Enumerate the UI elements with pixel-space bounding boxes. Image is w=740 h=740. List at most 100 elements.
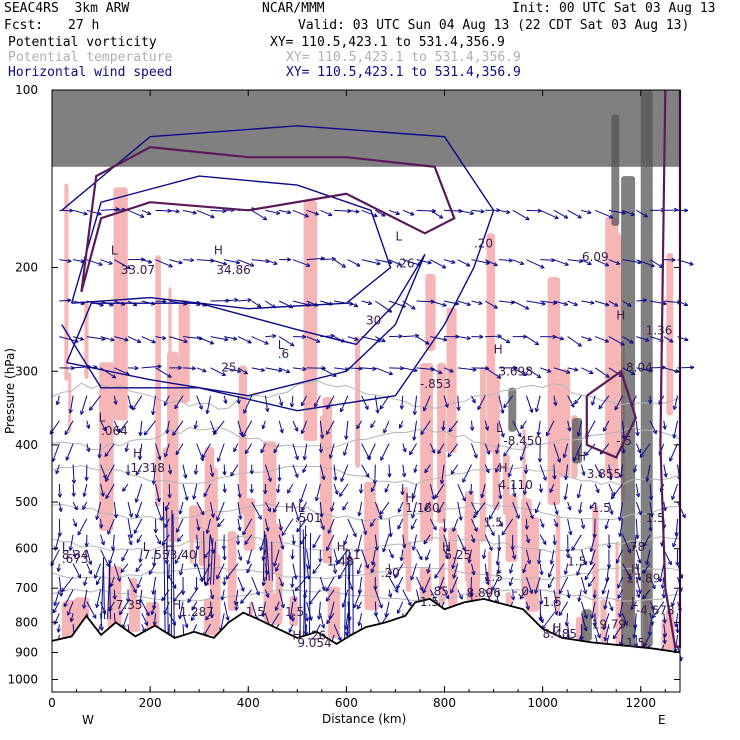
- wind-vector: [330, 501, 335, 512]
- wind-vector-head: [571, 546, 576, 551]
- wind-vector: [353, 589, 363, 609]
- wind-vector-head: [133, 529, 138, 534]
- pv-fill-patch: [505, 592, 512, 605]
- wind-vector-head: [554, 522, 559, 528]
- wind-vector-head: [138, 558, 143, 563]
- x-axis-label: Distance (km): [322, 712, 407, 726]
- y-tick-label: 700: [15, 581, 38, 595]
- wind-vector: [541, 612, 555, 630]
- wind-vector: [503, 395, 514, 409]
- wind-vector-head: [563, 495, 568, 501]
- wind-vector-head: [292, 597, 297, 602]
- wind-vector-head: [290, 583, 295, 588]
- wind-vector: [608, 464, 612, 481]
- wind-vector-head: [315, 338, 321, 343]
- contour-label: 3.855: [587, 467, 621, 481]
- pv-fill-patch: [547, 277, 561, 505]
- wind-vector: [83, 483, 88, 497]
- wind-vector-head: [513, 365, 518, 371]
- wind-vector: [302, 464, 308, 473]
- wind-vector-head: [650, 263, 655, 268]
- wind-vector: [262, 420, 266, 430]
- wind-vector: [301, 501, 308, 512]
- wind-vector: [400, 549, 404, 561]
- wind-vector-head: [167, 470, 173, 475]
- wind-vector: [488, 501, 500, 520]
- wind-vector-head: [565, 554, 571, 559]
- wind-vector: [190, 612, 198, 621]
- wind-vector-head: [294, 586, 300, 592]
- wind-vector-head: [237, 526, 242, 532]
- wind-vector: [622, 613, 628, 626]
- wind-vector-head: [260, 367, 265, 373]
- wind-vector: [80, 395, 88, 415]
- wind-vector-head: [330, 333, 335, 339]
- wind-vector: [564, 563, 569, 575]
- wind-vector-head: [615, 260, 621, 265]
- wind-vector-head: [57, 493, 63, 498]
- wind-vector: [155, 300, 167, 303]
- wind-vector-head: [373, 213, 378, 218]
- wind-vector: [121, 549, 129, 562]
- wind-vector: [553, 601, 558, 616]
- pv-fill-patch: [319, 415, 331, 529]
- wind-vector: [306, 336, 321, 343]
- wind-vector-head: [193, 424, 198, 430]
- wind-vector: [343, 534, 349, 545]
- wind-vector: [388, 518, 392, 537]
- wind-vector-head: [238, 515, 243, 520]
- wind-vector: [240, 589, 253, 604]
- contour-label: 3.698: [498, 364, 532, 378]
- contour-label: H: [498, 461, 507, 475]
- contour-label: H: [214, 243, 223, 257]
- wind-vector: [663, 501, 666, 511]
- wind-vector-head: [618, 473, 624, 478]
- pv-fill-patch: [503, 454, 510, 516]
- wind-vector-head: [337, 574, 343, 580]
- wind-vector-head: [88, 406, 94, 411]
- wind-vector-head: [467, 558, 472, 564]
- wind-vector-head: [495, 561, 500, 566]
- wind-vector: [495, 443, 500, 454]
- wind-vector-head: [294, 427, 299, 432]
- terrain-mask: [52, 598, 680, 692]
- wind-vector: [210, 336, 229, 341]
- wind-vector: [397, 501, 404, 513]
- y-tick-label: 500: [15, 495, 38, 509]
- wind-vector-head: [356, 424, 361, 430]
- wind-vector-head: [255, 591, 260, 596]
- wind-vector: [375, 209, 386, 217]
- wind-vector: [141, 601, 150, 617]
- wind-vector-head: [438, 214, 444, 219]
- wind-vector-head: [645, 477, 650, 482]
- wind-vector-head: [610, 494, 616, 500]
- wind-vector: [325, 576, 335, 592]
- wind-vector: [319, 420, 324, 439]
- wind-vector: [347, 336, 359, 341]
- wind-vector: [168, 563, 170, 579]
- wind-vector: [622, 367, 636, 375]
- wind-vector: [278, 534, 284, 550]
- wind-vector-head: [511, 596, 516, 601]
- wind-vector-head: [396, 584, 401, 590]
- wind-vector-head: [264, 340, 269, 345]
- wind-vector-head: [488, 515, 493, 520]
- wind-vector-head: [340, 477, 345, 483]
- wind-vector: [237, 518, 241, 531]
- wind-vector: [224, 367, 241, 373]
- wind-vector: [342, 501, 349, 511]
- wind-vector: [471, 518, 478, 532]
- wind-vector-head: [174, 404, 179, 410]
- wind-vector-head: [399, 405, 405, 410]
- wind-vector: [491, 576, 500, 591]
- wind-vector-head: [587, 209, 592, 215]
- wind-vector-head: [230, 472, 235, 477]
- wind-vector: [299, 483, 308, 503]
- wind-vector-head: [367, 455, 372, 460]
- contour-label: H: [337, 540, 346, 554]
- contour-label: .673: [62, 552, 89, 566]
- wind-vector-head: [452, 527, 457, 532]
- field-name-wind: Horizontal wind speed: [8, 65, 173, 80]
- wind-vector-head: [511, 555, 517, 560]
- wind-vector-head: [372, 366, 377, 371]
